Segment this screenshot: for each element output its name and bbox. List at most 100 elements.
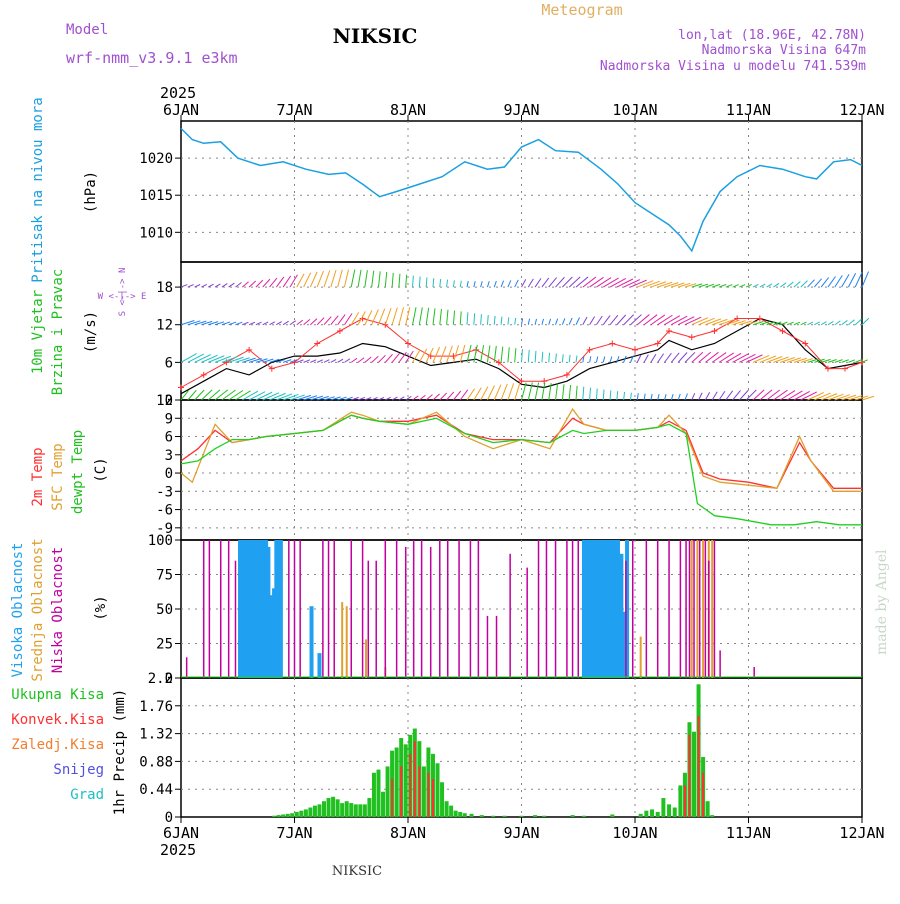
wind-arrow	[316, 270, 324, 288]
wind-arrow	[412, 307, 417, 325]
wind-arrow	[405, 350, 414, 363]
wind-gust-point	[632, 346, 638, 353]
cloud-mid-bar	[639, 636, 642, 678]
wind-arrow	[473, 313, 476, 325]
wind-arrow	[391, 307, 398, 325]
wind-arrow	[725, 284, 733, 288]
precip-total-bar	[371, 772, 376, 817]
precip-conv-bar	[409, 753, 412, 817]
cloud-low-bar	[412, 540, 415, 678]
wind-arrow	[480, 314, 482, 325]
precip-total-bar	[272, 815, 277, 817]
wind-arrow	[194, 354, 212, 363]
wind-arrow	[221, 389, 236, 401]
cloud-low-bar	[288, 540, 290, 678]
wind-arrow	[712, 283, 721, 288]
wind-arrow	[568, 354, 571, 363]
temperature-ytick-label: -9	[156, 521, 173, 537]
precip-total-bar	[344, 801, 349, 817]
wind-arrow	[616, 391, 619, 401]
temperature-ytick-label: 3	[165, 448, 173, 464]
wind-arrow	[242, 390, 259, 401]
cloud-mid-bar	[341, 602, 344, 678]
wind-arrow	[330, 315, 339, 326]
wind-arrow	[493, 345, 497, 363]
wind-arrow	[636, 354, 642, 363]
wind-arrow	[357, 311, 366, 325]
wind-arrow	[698, 283, 709, 288]
precip-total-bar	[381, 791, 386, 817]
wind-gust-point	[841, 365, 848, 372]
precip-total-bar	[367, 798, 372, 817]
wind-arrow	[718, 284, 727, 288]
wind-arrow	[446, 345, 453, 363]
pressure-ytick-label: 1015	[139, 188, 173, 204]
precip-total-bar	[458, 811, 463, 817]
precip-total-bar	[308, 807, 313, 817]
wind-arrow	[180, 353, 197, 363]
wind-arrow	[412, 349, 421, 363]
wind-arrow	[432, 393, 440, 401]
wind-arrow	[350, 269, 356, 288]
wind-arrow	[527, 318, 531, 325]
wind-arrow	[623, 391, 626, 401]
cloud-high-bar	[621, 611, 626, 678]
cloud-low-bar	[625, 560, 627, 678]
precip-total-bar	[479, 815, 484, 817]
wind-arrow	[194, 389, 205, 401]
wind-arrow	[534, 382, 540, 401]
wind-arrow	[446, 309, 449, 325]
wind-arrow	[357, 357, 365, 363]
wind-arrow	[582, 386, 585, 401]
cloud-high-bar	[272, 588, 277, 678]
precip-total-bar	[570, 815, 575, 817]
wind-arrow	[398, 396, 405, 401]
wind-arrow	[779, 282, 787, 288]
cloud-high-bar	[317, 653, 322, 678]
wind-arrow	[759, 283, 766, 288]
cloud-high-bar	[258, 540, 263, 678]
wind-arrow	[786, 390, 803, 401]
cloud-low-bar	[509, 553, 511, 678]
wind-gust-point	[802, 340, 809, 347]
clouds-ytick-label: 75	[156, 568, 173, 584]
cloud-low-bar	[395, 540, 398, 678]
cloud-low-bar	[708, 560, 710, 678]
cloud-mid-bar	[696, 540, 699, 678]
wind-gust-point	[200, 371, 207, 378]
wind-arrow	[684, 316, 702, 326]
precip-total-bar	[290, 813, 295, 817]
wind-ylabel-1: 10m Vjetar	[30, 290, 46, 374]
precip-legend-snow: Snijeg	[53, 762, 104, 778]
cloud-ylabel-low: Niska Oblacnost	[50, 547, 66, 673]
year-top: 2025	[160, 84, 196, 102]
wind-arrow	[589, 316, 596, 325]
wind-arrow	[691, 283, 703, 288]
wind-arrow	[310, 395, 324, 401]
wind-arrow	[310, 359, 317, 363]
wind-arrow	[493, 280, 497, 288]
wind-arrow	[589, 276, 604, 288]
wind-arrow	[208, 283, 214, 288]
wind-arrow	[228, 321, 237, 326]
cloud-low-bar	[322, 540, 324, 678]
wind-arrow	[357, 269, 362, 288]
wind-arrow	[616, 356, 620, 363]
footer-station: NIKSIC	[332, 864, 382, 879]
precip-total-bar	[469, 813, 474, 817]
wind-arrow	[473, 344, 478, 363]
wind-arrow	[527, 278, 534, 288]
cloud-mid-bar	[702, 540, 705, 678]
wind-arrow	[589, 356, 592, 363]
precip-conv-bar	[413, 741, 416, 817]
wind-compass-we: W <-|-> E	[98, 292, 147, 302]
wind-arrow	[814, 321, 820, 326]
wind-arrow	[677, 352, 688, 363]
wind-arrow	[636, 393, 639, 401]
wind-arrow	[412, 395, 419, 401]
wind-arrow	[255, 358, 268, 363]
wind-arrow	[500, 316, 503, 325]
precip-legend-total: Ukupna Kisa	[11, 687, 104, 703]
wind-arrow	[459, 311, 462, 325]
